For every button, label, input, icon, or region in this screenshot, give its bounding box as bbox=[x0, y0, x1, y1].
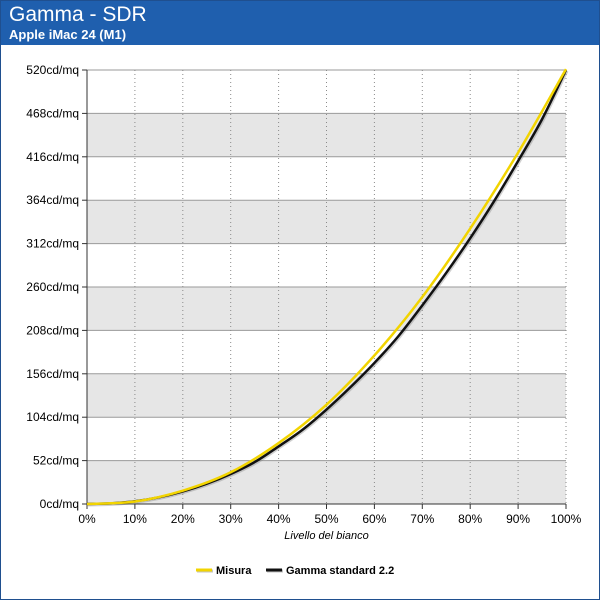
x-tick-label: 30% bbox=[219, 512, 243, 526]
x-tick-label: 60% bbox=[362, 512, 386, 526]
y-tick-label: 104cd/mq bbox=[26, 410, 79, 424]
series-line-measure bbox=[86, 68, 568, 506]
legend-label-standard: Gamma standard 2.2 bbox=[286, 565, 394, 577]
x-tick-labels: 0% 10% 20% 30% 40% 50% 60% 70% 80% 90% 100% bbox=[78, 512, 581, 526]
grid-band bbox=[87, 113, 566, 157]
x-tick-label: 90% bbox=[506, 512, 530, 526]
y-tick-label: 468cd/mq bbox=[26, 106, 79, 120]
chart-axes bbox=[82, 69, 567, 509]
y-tick-label: 364cd/mq bbox=[26, 193, 79, 207]
y-tick-label: 416cd/mq bbox=[26, 150, 79, 164]
grid-band bbox=[87, 200, 566, 244]
x-tick-label: 80% bbox=[458, 512, 482, 526]
y-tick-label: 156cd/mq bbox=[26, 367, 79, 381]
legend-label-measure: Misura bbox=[216, 565, 252, 577]
grid-band bbox=[87, 287, 566, 331]
chart-title: Gamma - SDR bbox=[9, 3, 147, 26]
y-tick-label: 208cd/mq bbox=[26, 323, 79, 337]
chart-subtitle: Apple iMac 24 (M1) bbox=[9, 27, 127, 42]
y-tick-labels: 0cd/mq 52cd/mq 104cd/mq 156cd/mq 208cd/mq 260… bbox=[26, 63, 79, 511]
y-tick-label: 312cd/mq bbox=[26, 237, 79, 251]
x-tick-label: 20% bbox=[171, 512, 195, 526]
y-tick-label: 520cd/mq bbox=[26, 63, 79, 77]
x-axis-title: Livello del bianco bbox=[284, 530, 368, 542]
header-bar: Gamma - SDR Apple iMac 24 (M1) bbox=[1, 1, 599, 45]
x-tick-label: 50% bbox=[314, 512, 338, 526]
x-tick-label: 70% bbox=[410, 512, 434, 526]
x-tick-label: 40% bbox=[267, 512, 291, 526]
chart-series bbox=[86, 68, 569, 507]
x-tick-label: 100% bbox=[551, 512, 582, 526]
x-tick-label: 0% bbox=[78, 512, 96, 526]
chart-legend: Misura Gamma standard 2.2 bbox=[196, 565, 394, 577]
y-tick-label: 0cd/mq bbox=[40, 497, 79, 511]
y-tick-label: 260cd/mq bbox=[26, 280, 79, 294]
y-tick-label: 52cd/mq bbox=[33, 454, 79, 468]
x-tick-label: 10% bbox=[123, 512, 147, 526]
